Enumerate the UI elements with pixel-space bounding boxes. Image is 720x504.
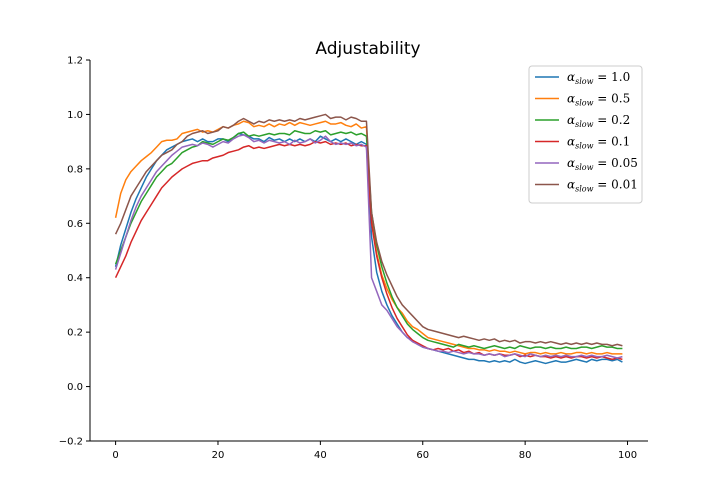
x-tick-label: 40 xyxy=(314,450,327,461)
legend-entry: αslow = 0.1 xyxy=(567,135,630,151)
series-line-6 xyxy=(114,113,623,347)
y-tick-label: 1.2 xyxy=(67,56,83,67)
series-lines xyxy=(114,113,623,365)
chart-title: Adjustability xyxy=(315,39,420,59)
y-tick-label: −0.2 xyxy=(59,437,83,448)
x-tick-label: 80 xyxy=(519,450,532,461)
legend-entry: αslow = 0.01 xyxy=(567,178,638,194)
y-tick-label: 1.0 xyxy=(67,110,83,121)
x-tick-label: 20 xyxy=(212,450,225,461)
y-tick-label: 0.2 xyxy=(67,328,83,339)
axes: 0 20 40 60 80 100 −0.2 0.0 0.2 0.4 0.6 0.8 1.0 1.2 xyxy=(59,56,648,461)
y-tick-label: 0.8 xyxy=(67,164,83,175)
x-tick-label: 0 xyxy=(112,450,118,461)
y-tick-label: 0.4 xyxy=(67,273,83,284)
y-tick-label: 0.6 xyxy=(67,219,83,230)
legend: αslow = 1.0 αslow = 0.5 αslow = 0.2 αslow =… xyxy=(528,65,643,204)
x-tick-label: 100 xyxy=(618,450,637,461)
series-line-5 xyxy=(114,134,623,359)
legend-frame xyxy=(528,65,643,204)
x-tick-label: 60 xyxy=(416,450,429,461)
y-tick-label: 0.0 xyxy=(67,382,83,393)
legend-entry: αslow = 0.5 xyxy=(567,92,630,108)
legend-entry: αslow = 0.05 xyxy=(567,156,638,172)
legend-entry: αslow = 1.0 xyxy=(567,70,630,86)
legend-entry: αslow = 0.2 xyxy=(567,113,630,129)
